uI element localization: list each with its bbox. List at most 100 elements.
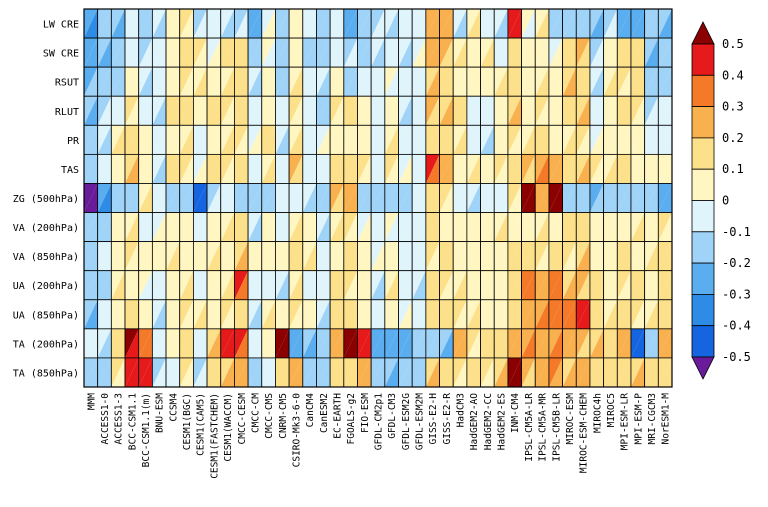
cell-lower-triangle: [412, 212, 426, 242]
cell-lower-triangle: [412, 299, 426, 329]
cell-lower-triangle: [289, 328, 303, 358]
heatmap-cell: [220, 241, 235, 272]
heatmap-cell: [357, 124, 372, 155]
cell-upper-triangle: [439, 96, 454, 126]
heatmap-cell: [234, 124, 249, 155]
heatmap-cell: [589, 66, 605, 97]
cell-lower-triangle: [97, 154, 112, 184]
cell-lower-triangle: [111, 125, 126, 155]
cell-upper-triangle: [521, 9, 536, 39]
heatmap-cell: [507, 212, 522, 243]
cell-lower-triangle: [398, 125, 413, 155]
cell-lower-triangle: [138, 212, 153, 242]
heatmap-cell: [657, 357, 673, 388]
cell-upper-triangle: [111, 9, 126, 39]
heatmap-cell: [288, 153, 304, 184]
cell-upper-triangle: [97, 38, 112, 68]
cell-upper-triangle: [644, 125, 659, 155]
heatmap-cell: [343, 37, 358, 68]
cell-lower-triangle: [439, 212, 454, 242]
cell-upper-triangle: [425, 9, 440, 39]
heatmap-cell: [644, 212, 659, 243]
heatmap-cell: [165, 66, 181, 97]
heatmap-cell: [411, 183, 427, 213]
cell-lower-triangle: [302, 299, 317, 329]
heatmap-cell: [329, 66, 345, 97]
cell-upper-triangle: [97, 299, 112, 329]
cell-upper-triangle: [589, 125, 604, 155]
cell-upper-triangle: [521, 299, 536, 329]
heatmap-cell: [644, 328, 659, 359]
heatmap-cell: [439, 183, 454, 213]
heatmap-cell: [466, 153, 481, 184]
cell-lower-triangle: [548, 328, 563, 358]
cell-lower-triangle: [166, 38, 180, 68]
cell-lower-triangle: [535, 183, 549, 213]
cell-upper-triangle: [425, 299, 440, 329]
cell-upper-triangle: [384, 299, 399, 329]
heatmap-cell: [657, 241, 673, 272]
cell-upper-triangle: [138, 38, 153, 68]
cell-upper-triangle: [644, 38, 659, 68]
cell-upper-triangle: [152, 67, 167, 97]
cell-lower-triangle: [494, 270, 508, 300]
heatmap-cell: [370, 37, 386, 68]
heatmap-cell: [439, 153, 454, 184]
cell-upper-triangle: [630, 38, 645, 68]
heatmap-cell: [302, 241, 317, 272]
heatmap-cell: [261, 357, 276, 388]
heatmap-cell: [138, 153, 153, 184]
colorbar-band: [691, 325, 715, 358]
cell-lower-triangle: [343, 183, 358, 213]
heatmap-cell: [480, 8, 495, 39]
heatmap-cell: [138, 357, 153, 388]
model-label: EC-EARTH: [332, 393, 343, 439]
cell-lower-triangle: [644, 357, 659, 387]
cell-lower-triangle: [617, 328, 631, 358]
cell-lower-triangle: [480, 154, 495, 184]
cell-upper-triangle: [466, 125, 481, 155]
cell-upper-triangle: [111, 270, 126, 300]
heatmap-cell: [179, 124, 194, 155]
cell-lower-triangle: [275, 241, 290, 271]
cell-lower-triangle: [152, 212, 167, 242]
model-label: HadGEM2-AO: [469, 393, 480, 450]
cell-lower-triangle: [439, 125, 454, 155]
cell-lower-triangle: [84, 270, 98, 300]
cell-upper-triangle: [166, 299, 180, 329]
cell-lower-triangle: [589, 154, 604, 184]
cell-lower-triangle: [111, 38, 126, 68]
cell-lower-triangle: [644, 67, 659, 97]
cell-upper-triangle: [576, 96, 590, 126]
heatmap-cell: [83, 212, 99, 243]
cell-upper-triangle: [289, 38, 303, 68]
heatmap-cell: [644, 95, 659, 126]
heatmap-cell: [534, 299, 550, 330]
cell-upper-triangle: [548, 96, 563, 126]
cell-lower-triangle: [220, 154, 235, 184]
heatmap-cell: [644, 66, 659, 97]
heatmap-cell: [616, 357, 632, 388]
heatmap-cell: [124, 183, 140, 213]
cell-lower-triangle: [261, 154, 276, 184]
variable-label: PR: [67, 136, 80, 147]
cell-upper-triangle: [480, 328, 495, 358]
heatmap-cell: [357, 299, 372, 330]
cell-lower-triangle: [371, 357, 385, 387]
cell-lower-triangle: [644, 154, 659, 184]
cell-upper-triangle: [125, 183, 139, 213]
heatmap-cell: [548, 241, 564, 272]
cell-lower-triangle: [330, 241, 344, 271]
heatmap-cell: [398, 299, 413, 330]
heatmap-cell: [548, 270, 564, 301]
heatmap-cell: [206, 241, 222, 272]
cell-upper-triangle: [234, 241, 249, 271]
cell-lower-triangle: [603, 38, 618, 68]
heatmap-cell: [466, 66, 481, 97]
cell-upper-triangle: [261, 299, 276, 329]
heatmap-cell: [466, 183, 481, 213]
cell-lower-triangle: [644, 212, 659, 242]
cell-upper-triangle: [466, 270, 481, 300]
cell-upper-triangle: [302, 125, 317, 155]
cell-upper-triangle: [644, 9, 659, 39]
